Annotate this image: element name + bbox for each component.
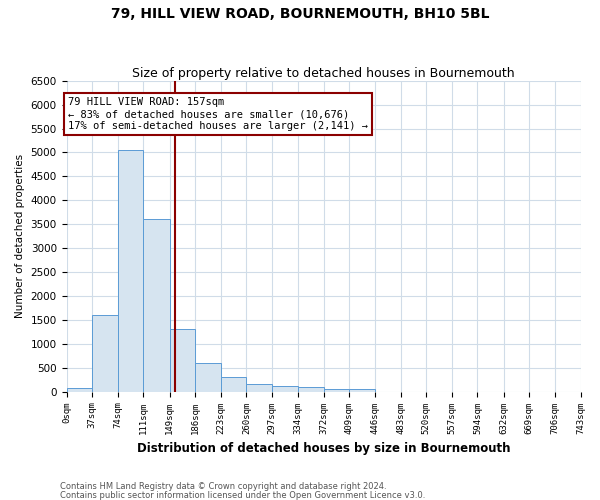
Text: 79, HILL VIEW ROAD, BOURNEMOUTH, BH10 5BL: 79, HILL VIEW ROAD, BOURNEMOUTH, BH10 5B… (111, 8, 489, 22)
Text: 79 HILL VIEW ROAD: 157sqm
← 83% of detached houses are smaller (10,676)
17% of s: 79 HILL VIEW ROAD: 157sqm ← 83% of detac… (68, 98, 368, 130)
Bar (247, 384, 272, 392)
Text: Contains public sector information licensed under the Open Government Licence v3: Contains public sector information licen… (60, 490, 425, 500)
X-axis label: Distribution of detached houses by size in Bournemouth: Distribution of detached houses by size … (137, 442, 510, 455)
Bar (298, 388, 324, 392)
Bar (67, 388, 92, 392)
Bar (143, 220, 170, 392)
Bar (92, 315, 118, 392)
Bar (349, 390, 375, 392)
Bar (221, 378, 247, 392)
Y-axis label: Number of detached properties: Number of detached properties (15, 154, 25, 318)
Title: Size of property relative to detached houses in Bournemouth: Size of property relative to detached ho… (132, 66, 515, 80)
Bar (118, 150, 143, 392)
Bar (272, 386, 298, 392)
Text: Contains HM Land Registry data © Crown copyright and database right 2024.: Contains HM Land Registry data © Crown c… (60, 482, 386, 491)
Bar (170, 330, 195, 392)
Bar (324, 390, 349, 392)
Bar (195, 363, 221, 392)
